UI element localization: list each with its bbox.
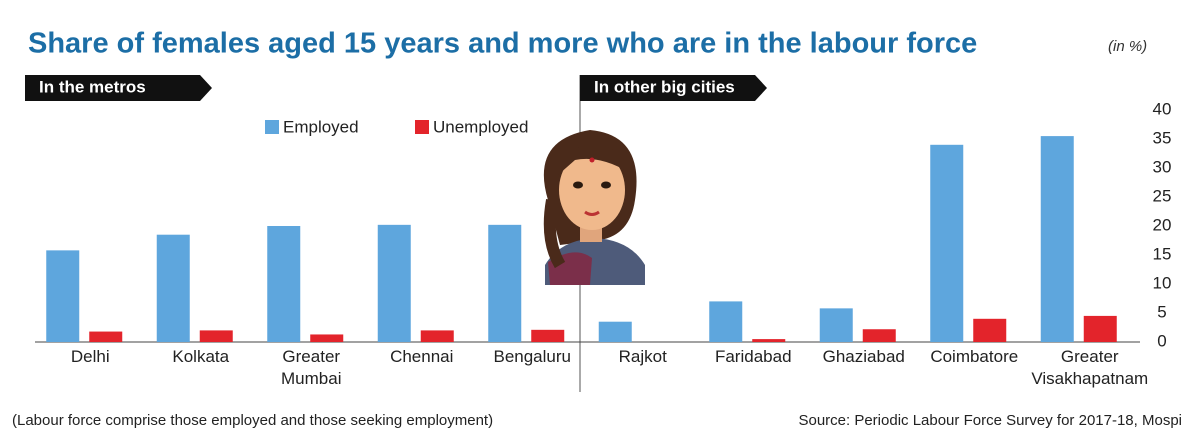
bar [378, 225, 411, 342]
bar [421, 330, 454, 342]
x-tick-label: Kolkata [146, 346, 256, 368]
footnote: (Labour force comprise those employed an… [12, 412, 493, 429]
x-tick-label: Greater Visakhapatnam [1020, 346, 1160, 390]
bar [599, 322, 632, 342]
section-label: In other big cities [594, 77, 735, 96]
bar [973, 319, 1006, 342]
bar [310, 334, 343, 342]
bar [488, 225, 521, 342]
bar [1041, 136, 1074, 342]
bar [863, 329, 896, 342]
bar [1084, 316, 1117, 342]
y-tick-label: 10 [1153, 273, 1172, 292]
bar [89, 332, 122, 342]
chart-title: Share of females aged 15 years and more … [28, 28, 977, 60]
x-tick-label: Chennai [367, 346, 477, 368]
legend-swatch [415, 120, 429, 134]
x-tick-label: Rajkot [588, 346, 698, 368]
bar [157, 235, 190, 342]
unit-note: (in %) [1108, 38, 1147, 55]
y-tick-label: 35 [1153, 128, 1172, 147]
y-tick-label: 15 [1153, 244, 1172, 263]
page: Share of females aged 15 years and more … [0, 0, 1191, 437]
bar [709, 301, 742, 342]
bar [820, 308, 853, 342]
x-tick-label: Delhi [35, 346, 145, 368]
source: Source: Periodic Labour Force Survey for… [798, 412, 1182, 429]
chart: Share of females aged 15 years and more … [0, 0, 1191, 437]
y-tick-label: 25 [1153, 186, 1172, 205]
legend-label: Unemployed [433, 117, 528, 136]
bar [267, 226, 300, 342]
y-tick-label: 5 [1157, 302, 1166, 321]
x-tick-label: Faridabad [698, 346, 808, 368]
section-label: In the metros [39, 77, 146, 96]
y-tick-label: 40 [1153, 99, 1172, 118]
legend-label: Employed [283, 117, 359, 136]
bar [200, 330, 233, 342]
y-tick-label: 30 [1153, 157, 1172, 176]
y-tick-label: 20 [1153, 215, 1172, 234]
legend-swatch [265, 120, 279, 134]
x-tick-label: Bengaluru [477, 346, 587, 368]
illustration [544, 130, 645, 285]
bar [46, 250, 79, 342]
bar [531, 330, 564, 342]
x-tick-label: Ghaziabad [809, 346, 919, 368]
x-tick-label: Greater Mumbai [256, 346, 366, 390]
x-tick-label: Coimbatore [919, 346, 1029, 368]
bar [752, 339, 785, 342]
bar [930, 145, 963, 342]
